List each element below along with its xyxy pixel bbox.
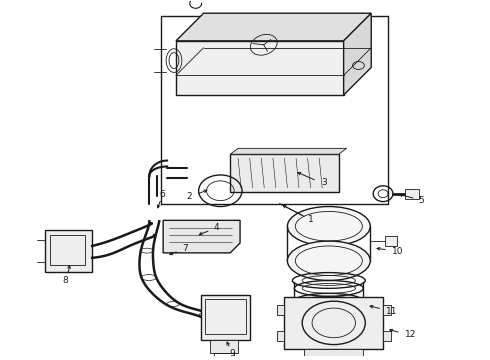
Bar	[45, 230, 92, 271]
Polygon shape	[176, 13, 371, 41]
Text: 5: 5	[418, 196, 424, 205]
Bar	[285, 297, 383, 348]
Bar	[383, 331, 391, 341]
Text: 6: 6	[159, 190, 165, 199]
Text: 8: 8	[63, 276, 69, 285]
Polygon shape	[230, 148, 346, 154]
Text: 4: 4	[214, 223, 219, 232]
Polygon shape	[163, 220, 240, 253]
Bar	[276, 331, 285, 341]
Text: 2: 2	[186, 192, 192, 201]
Polygon shape	[176, 41, 343, 95]
Polygon shape	[304, 348, 364, 360]
Text: 11: 11	[386, 307, 398, 316]
Bar	[385, 236, 397, 246]
Bar	[230, 154, 339, 192]
Text: 7: 7	[182, 244, 188, 253]
Text: 3: 3	[321, 178, 327, 187]
Text: 9: 9	[229, 349, 235, 358]
Ellipse shape	[288, 207, 370, 246]
Bar	[215, 354, 234, 360]
Text: 1: 1	[308, 215, 314, 224]
Ellipse shape	[288, 241, 370, 280]
Bar	[383, 305, 391, 315]
Bar	[276, 305, 285, 315]
Polygon shape	[343, 13, 371, 95]
Bar	[49, 235, 85, 265]
Bar	[211, 339, 238, 354]
Bar	[200, 295, 250, 339]
Bar	[204, 299, 246, 334]
Text: 10: 10	[392, 247, 404, 256]
Text: 12: 12	[405, 330, 416, 339]
Bar	[405, 189, 418, 199]
